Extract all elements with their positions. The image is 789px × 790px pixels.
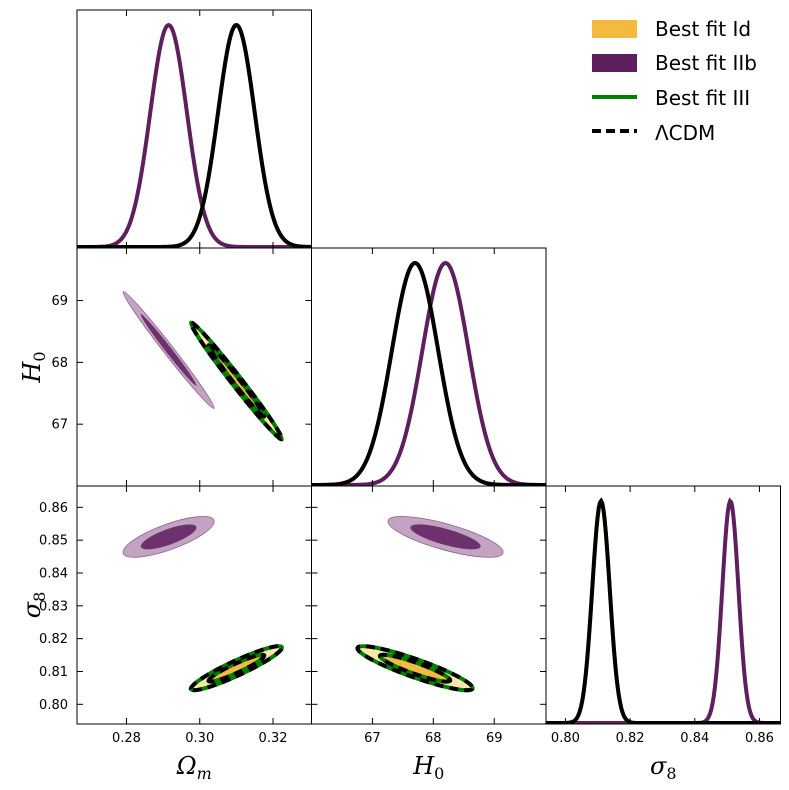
contour-panel-h0_s8 [355,516,504,693]
x-tick-label: 0.80 [551,731,580,746]
contour-68-best-fit-id [208,654,265,682]
y-axis-label-h0: H0 [18,351,49,383]
marginal-curve--cdm [77,22,312,248]
y-tick-label: 67 [51,418,68,433]
contour-68-line--cdm [206,652,267,684]
marginal-panel-om [77,22,312,248]
marginal-curve-best-fit-iii [77,23,312,248]
contour-95-line--cdm [188,644,285,693]
marginal-curve-best-fit-iib [311,260,546,486]
contour-68-line--cdm [377,652,453,684]
x-tick-label: 67 [364,731,381,746]
y-tick-label: 0.85 [39,534,68,549]
y-tick-label: 0.82 [39,632,68,647]
marginal-curve-best-fit-iib [546,497,781,724]
marginal-curve-best-fit-id [77,22,312,248]
legend-label-best-fit-iii: Best fit III [655,86,750,110]
x-tick-label: 69 [486,731,503,746]
panel-frame [311,485,547,725]
marginal-curve--cdm [311,260,546,486]
panel-frame [76,247,312,487]
y-tick-label: 69 [51,294,68,309]
legend-label-best-fit-id: Best fit Id [655,17,751,41]
panel-frame [76,9,312,249]
contour-panel-om_s8 [122,516,285,693]
contour-68-best-fit-id [379,654,451,682]
x-axis-label-s8: σ8 [650,752,677,783]
x-tick-label: 0.32 [259,731,288,746]
contour-95-line--cdm [188,320,285,442]
contour-panel-om_h0 [122,291,285,442]
y-tick-label: 0.81 [39,665,68,680]
contour-68-best-fit-iib [140,524,197,550]
contour-68-line--cdm [206,343,267,419]
marginal-panel-s8 [546,497,781,724]
legend-patch-best-fit-id [592,20,637,38]
marginal-curve-best-fit-iib [77,22,312,248]
x-tick-label: 68 [425,731,442,746]
y-tick-label: 0.84 [39,566,68,581]
contour-95-line--cdm [355,644,475,693]
x-tick-label: 0.30 [185,731,214,746]
legend-patch-best-fit-iib [592,54,637,72]
y-tick-label: 68 [51,356,68,371]
x-tick-label: 0.28 [112,731,141,746]
legend: Best fit Id Best fit IIb Best fit III ΛC… [592,17,757,145]
contour-68-best-fit-id [208,345,265,417]
x-axis-label-om: Ωm [176,752,212,783]
y-tick-label: 0.86 [39,501,68,516]
contour-68-best-fit-iib [410,524,481,550]
contour-68-best-fit-iib [140,314,197,386]
x-axis-label-h0: H0 [412,752,444,783]
x-tick-label: 0.84 [680,731,709,746]
y-tick-label: 0.80 [39,698,68,713]
marginal-panel-h0 [311,260,546,486]
marginal-curve--cdm [546,497,781,724]
legend-label-best-fit-iib: Best fit IIb [655,51,757,75]
legend-label-lcdm: ΛCDM [655,121,715,145]
panel-frame [311,247,547,487]
y-tick-label: 0.83 [39,599,68,614]
y-axis-label-s8: σ8 [18,592,49,619]
x-tick-label: 0.82 [616,731,645,746]
x-tick-label: 0.86 [745,731,774,746]
